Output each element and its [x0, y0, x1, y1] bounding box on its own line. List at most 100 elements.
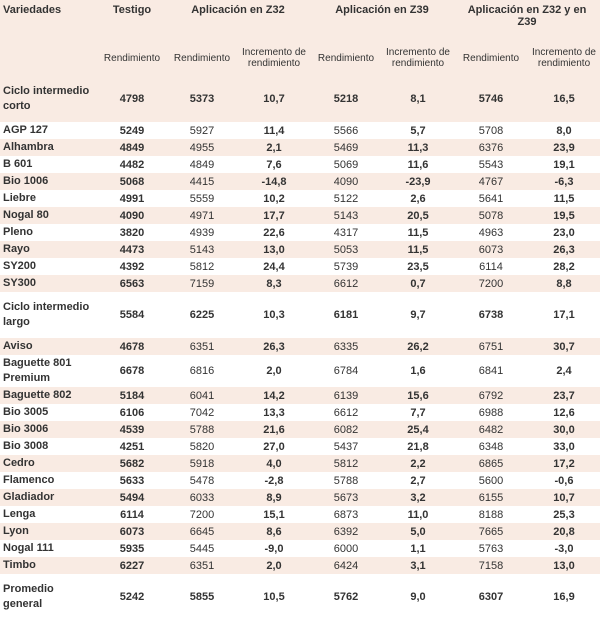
yield-cell: 6073: [98, 523, 166, 540]
increment-cell: 2,4: [528, 355, 600, 387]
table-row: Timbo 6227 6351 2,0 6424 3,1 7158 13,0: [0, 557, 600, 574]
variety-name: Ciclo intermedio largo: [0, 292, 98, 338]
table-row: Nogal 111 5935 5445 -9,0 6000 1,1 5763 -3,0: [0, 540, 600, 557]
increment-cell: 16,9: [528, 574, 600, 620]
variety-name: Pleno: [0, 224, 98, 241]
yield-cell: 5068: [98, 173, 166, 190]
yield-cell: 5559: [166, 190, 238, 207]
yield-cell: 5935: [98, 540, 166, 557]
variety-name: Bio 3008: [0, 438, 98, 455]
yield-cell: 6225: [166, 292, 238, 338]
increment-cell: 2,1: [238, 139, 310, 156]
yield-cell: 4678: [98, 338, 166, 355]
increment-cell: 2,6: [382, 190, 454, 207]
increment-cell: 33,0: [528, 438, 600, 455]
increment-cell: 17,7: [238, 207, 310, 224]
col-z32-z39: Aplicación en Z32 y en Z39: [454, 0, 600, 40]
subcol-incremento: Incremento de rendimiento: [382, 40, 454, 76]
yield-cell: 6865: [454, 455, 528, 472]
increment-cell: 21,8: [382, 438, 454, 455]
increment-cell: 19,1: [528, 156, 600, 173]
yield-cell: 6041: [166, 387, 238, 404]
yield-cell: 4971: [166, 207, 238, 224]
yield-cell: 6784: [310, 355, 382, 387]
variety-name: Bio 1006: [0, 173, 98, 190]
yield-cell: 6114: [98, 506, 166, 523]
increment-cell: 26,3: [238, 338, 310, 355]
variety-name: Liebre: [0, 190, 98, 207]
increment-cell: 8,3: [238, 275, 310, 292]
increment-cell: 11,5: [528, 190, 600, 207]
yield-cell: 3820: [98, 224, 166, 241]
increment-cell: 7,6: [238, 156, 310, 173]
yield-cell: 6139: [310, 387, 382, 404]
increment-cell: 8,6: [238, 523, 310, 540]
yield-cell: 5122: [310, 190, 382, 207]
increment-cell: 20,5: [382, 207, 454, 224]
increment-cell: 14,2: [238, 387, 310, 404]
subcol-incremento: Incremento de rendimiento: [528, 40, 600, 76]
yield-cell: 4539: [98, 421, 166, 438]
yield-cell: 5053: [310, 241, 382, 258]
yield-cell: 4415: [166, 173, 238, 190]
increment-cell: 8,0: [528, 122, 600, 139]
table-row: Pleno 3820 4939 22,6 4317 11,5 4963 23,0: [0, 224, 600, 241]
increment-cell: -3,0: [528, 540, 600, 557]
yield-cell: 5078: [454, 207, 528, 224]
increment-cell: 24,4: [238, 258, 310, 275]
variety-name: Gladiador: [0, 489, 98, 506]
yield-cell: 5184: [98, 387, 166, 404]
yield-cell: 4392: [98, 258, 166, 275]
yield-cell: 4963: [454, 224, 528, 241]
increment-cell: 2,0: [238, 355, 310, 387]
subcol-rendimiento: Rendimiento: [310, 40, 382, 76]
variety-name: Lenga: [0, 506, 98, 523]
yield-cell: 6114: [454, 258, 528, 275]
subcol-rendimiento: Rendimiento: [166, 40, 238, 76]
increment-cell: -2,8: [238, 472, 310, 489]
variety-name: Ciclo intermedio corto: [0, 76, 98, 122]
increment-cell: 23,5: [382, 258, 454, 275]
table-row: Nogal 80 4090 4971 17,7 5143 20,5 5078 19,5: [0, 207, 600, 224]
yield-cell: 6392: [310, 523, 382, 540]
yield-cell: 5069: [310, 156, 382, 173]
yield-cell: 6376: [454, 139, 528, 156]
yield-cell: 5633: [98, 472, 166, 489]
increment-cell: 11,4: [238, 122, 310, 139]
variety-name: Flamenco: [0, 472, 98, 489]
yield-cell: 4955: [166, 139, 238, 156]
col-z39: Aplicación en Z39: [310, 0, 454, 40]
increment-cell: 25,4: [382, 421, 454, 438]
yield-cell: 6106: [98, 404, 166, 421]
yield-cell: 5373: [166, 76, 238, 122]
variety-name: Timbo: [0, 557, 98, 574]
yield-cell: 5641: [454, 190, 528, 207]
group-row: Promedio general 5242 5855 10,5 5762 9,0 6307 1…: [0, 574, 600, 620]
yield-cell: 6645: [166, 523, 238, 540]
yield-cell: 4798: [98, 76, 166, 122]
increment-cell: 9,0: [382, 574, 454, 620]
increment-cell: 0,7: [382, 275, 454, 292]
yield-cell: 6335: [310, 338, 382, 355]
increment-cell: 5,7: [382, 122, 454, 139]
variety-name: Lyon: [0, 523, 98, 540]
increment-cell: -23,9: [382, 173, 454, 190]
yield-cell: 6181: [310, 292, 382, 338]
yield-cell: 6563: [98, 275, 166, 292]
yield-cell: 6678: [98, 355, 166, 387]
yield-cell: 5469: [310, 139, 382, 156]
yield-cell: 5445: [166, 540, 238, 557]
subcol-incremento: Incremento de rendimiento: [238, 40, 310, 76]
increment-cell: 30,7: [528, 338, 600, 355]
increment-cell: 13,0: [528, 557, 600, 574]
increment-cell: 19,5: [528, 207, 600, 224]
increment-cell: 7,7: [382, 404, 454, 421]
variety-name: B 601: [0, 156, 98, 173]
subheader-row: Rendimiento Rendimiento Incremento de re…: [0, 40, 600, 76]
variety-name: Baguette 801 Premium: [0, 355, 98, 387]
variety-name: SY300: [0, 275, 98, 292]
yield-cell: 5543: [454, 156, 528, 173]
yield-cell: 6348: [454, 438, 528, 455]
increment-cell: 11,6: [382, 156, 454, 173]
yield-cell: 7200: [454, 275, 528, 292]
